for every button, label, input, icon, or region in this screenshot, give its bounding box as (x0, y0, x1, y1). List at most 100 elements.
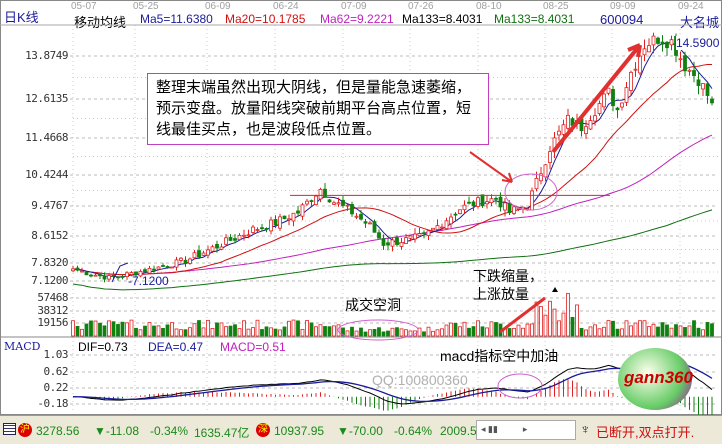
volume-bar (350, 326, 354, 337)
volume-bar (584, 329, 588, 337)
gann360-logo: gann360 (618, 348, 693, 410)
volume-bar (179, 329, 183, 337)
status-scrollbar[interactable]: ◂ ▮▮ ▸ (476, 420, 576, 440)
volume-bar (710, 323, 714, 337)
candle-body (116, 276, 120, 279)
candle-body (129, 272, 134, 275)
volume-bar (665, 324, 669, 337)
candle-body (417, 233, 422, 237)
ma-legend-item: Ma5=11.6380 (140, 12, 213, 26)
volume-bar (602, 326, 606, 337)
volume-bar (242, 320, 246, 337)
volume-bar (494, 322, 498, 337)
logo-text: gann360 (624, 368, 693, 387)
calendar-icon[interactable] (3, 423, 16, 435)
sz-index-icon[interactable]: 深 (256, 423, 270, 437)
candle-body (683, 55, 687, 72)
volume-bar (624, 320, 629, 337)
ma62-line (72, 134, 713, 276)
date-tick: 05-25 (133, 1, 159, 12)
candle-body (453, 213, 458, 216)
candle-body (246, 234, 251, 237)
volume-bar (386, 330, 390, 337)
volume-bar (332, 325, 336, 337)
price-tick: 10.4244 (25, 168, 68, 181)
candle-body (80, 270, 84, 273)
volume-bar (539, 306, 543, 337)
volume-bar (368, 329, 372, 337)
candle-body (629, 71, 633, 91)
candle-body (471, 201, 476, 207)
candle-body (669, 39, 674, 46)
volume-bar (165, 324, 170, 337)
candle-body (134, 271, 138, 276)
macd-label: MACD (4, 340, 41, 353)
candle-body (165, 266, 170, 268)
date-tick: 05-07 (71, 1, 97, 12)
candle-body (188, 258, 192, 264)
dif-value: DIF=0.73 (78, 340, 128, 354)
volume-bar (318, 324, 323, 337)
volume-bar (705, 322, 710, 337)
volume-bar (314, 326, 318, 337)
volume-bar (341, 327, 345, 337)
macd-tick: 0.62 (43, 365, 69, 378)
annotation-box: 整理末端虽然出现大阴线，但是量能急速萎缩，预示变盘。放量阳线突破前期平台高点位置… (147, 73, 489, 145)
volume-note-2: 上涨放量 (473, 286, 529, 302)
candle-body (611, 89, 615, 107)
candle-body (282, 215, 287, 220)
candle-body (557, 130, 561, 136)
period-label[interactable]: 日K线 (4, 10, 39, 25)
candle-body (435, 225, 440, 230)
candle-body (75, 267, 80, 271)
volume-bar (543, 314, 548, 337)
sh-index: 3278.56 (36, 424, 80, 438)
volume-bar (642, 320, 647, 337)
candle-body (539, 173, 543, 182)
macd-value: MACD=0.51 (220, 340, 286, 354)
candle-body (413, 233, 417, 240)
candle-body (318, 188, 323, 200)
price-tick: 7.8320 (31, 256, 68, 269)
candle-body (264, 227, 269, 230)
candle-body (210, 246, 215, 252)
volume-bar (219, 322, 224, 337)
volume-bar (530, 323, 534, 337)
sh-index-icon[interactable]: 沪 (18, 423, 32, 437)
volume-bar (561, 312, 566, 337)
volume-bar (674, 324, 678, 337)
volume-bar (309, 322, 314, 337)
candle-body (300, 204, 305, 217)
candle-body (440, 226, 444, 229)
price-tick: 7.1200 (31, 274, 68, 287)
candle-body (548, 151, 552, 164)
watermark-qq: QQ:100800360 (372, 372, 468, 388)
candle-body (390, 239, 395, 247)
candle-body (314, 195, 318, 205)
breakout-ellipse (504, 173, 558, 211)
candle-body (381, 238, 386, 246)
candle-body (687, 69, 692, 72)
candle-body (273, 219, 278, 226)
volume-bar (566, 293, 570, 337)
price-tick: 8.6152 (31, 229, 68, 242)
candle-body (278, 216, 282, 229)
status-bar: 沪 3278.56 ▼-11.08 -0.34% 1635.47亿 深 1093… (0, 415, 722, 444)
volume-bar (525, 323, 530, 337)
volume-bar (210, 328, 215, 337)
volume-bar (188, 327, 192, 337)
candle-body (206, 249, 210, 256)
volume-bar (354, 330, 359, 337)
volume-bar (597, 328, 602, 337)
candle-body (593, 115, 597, 122)
candle-body (224, 237, 228, 245)
volume-bar (93, 320, 98, 337)
candle-body (156, 266, 161, 270)
volume-tick: 38312 (37, 304, 68, 317)
volume-bar (678, 325, 683, 337)
candle-body (642, 48, 647, 56)
candle-body (287, 218, 291, 221)
volume-gap-label: 成交空洞 (345, 297, 401, 313)
candle-body (467, 201, 471, 204)
connection-status[interactable]: 已断开,双点打开. (596, 425, 695, 440)
